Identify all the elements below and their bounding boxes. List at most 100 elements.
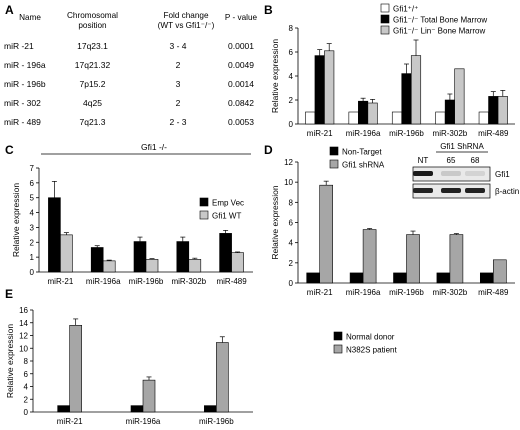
- bar-b: [348, 111, 359, 125]
- bar-e: [142, 379, 156, 413]
- blot-band-actin: [413, 188, 433, 193]
- x-tick-label-b: miR-489: [478, 129, 509, 138]
- bar-d: [492, 259, 507, 284]
- table-header-pvalue: P - value: [224, 13, 258, 22]
- y-tick-label-c: 2: [30, 238, 35, 247]
- x-tick-label-d: miR-21: [307, 288, 333, 297]
- bar-b: [391, 111, 403, 125]
- bar-c: [231, 252, 244, 273]
- y-tick-label-e: 14: [19, 319, 28, 328]
- y-tick-label-c: 0: [30, 268, 35, 277]
- bar-b: [488, 96, 499, 125]
- bar-c: [102, 260, 116, 273]
- y-tick-label-d: 4: [289, 239, 294, 248]
- table-header-name: Name: [19, 13, 41, 22]
- table-cell-position: 7p15.2: [79, 79, 106, 89]
- table-cell-name: miR - 196a: [4, 60, 46, 70]
- bar-b: [410, 55, 422, 125]
- y-tick-label-e: 6: [24, 370, 29, 379]
- y-axis-title-e: Relative expression: [5, 324, 15, 398]
- legend-label-e: N382S patient: [346, 346, 397, 355]
- x-tick-label-e: miR-196b: [199, 417, 234, 426]
- table-cell-pvalue: 0.0842: [228, 98, 254, 108]
- y-tick-label-b: 6: [289, 48, 294, 57]
- bar-b: [314, 55, 325, 125]
- y-tick-label-e: 12: [19, 332, 28, 341]
- x-tick-label-b: miR-302b: [433, 129, 468, 138]
- x-tick-label-b: miR-196b: [389, 129, 424, 138]
- y-tick-label-e: 0: [24, 408, 29, 417]
- bar-c: [145, 259, 159, 273]
- legend-swatch-b: [380, 14, 390, 24]
- bar-e: [130, 405, 144, 413]
- table-header-fold-l1: Fold change: [163, 11, 209, 20]
- table-header-position-l1: Chromosomal: [67, 11, 118, 20]
- y-axis-title-c: Relative expression: [11, 183, 21, 257]
- table-cell-fold: 2: [175, 98, 181, 108]
- legend-label-b: Gfi1⁻/⁻ Total Bone Marrow: [393, 16, 487, 25]
- table-cell-pvalue: 0.0014: [228, 79, 254, 89]
- y-tick-label-d: 12: [284, 158, 293, 167]
- x-tick-label-b: miR-196a: [346, 129, 381, 138]
- y-tick-label-e: 8: [24, 357, 29, 366]
- table-cell-fold: 2: [175, 60, 181, 70]
- bar-d: [479, 272, 494, 284]
- blot-lane-label: 68: [471, 156, 480, 165]
- x-tick-label-d: miR-196a: [346, 288, 381, 297]
- legend-label-c: Gfi1 WT: [212, 212, 241, 221]
- legend-swatch-d: [329, 146, 339, 156]
- panel-label-d: D: [264, 143, 273, 157]
- y-tick-label-c: 7: [30, 164, 35, 173]
- bar-c: [219, 233, 232, 273]
- legend-swatch-c: [199, 197, 209, 207]
- x-tick-label-d: miR-489: [478, 288, 509, 297]
- x-tick-label-c: miR-196a: [86, 277, 121, 286]
- bar-d: [436, 272, 451, 284]
- bar-c: [188, 259, 202, 273]
- table-cell-position: 17q21.32: [74, 60, 111, 70]
- x-tick-label-c: miR-489: [216, 277, 247, 286]
- bar-b: [435, 111, 446, 125]
- y-tick-label-b: 2: [289, 96, 294, 105]
- blot-band-actin: [441, 188, 461, 193]
- legend-label-c: Emp Vec: [212, 199, 244, 208]
- table-cell-name: miR - 489: [4, 117, 41, 127]
- legend-label-d: Gfi1 shRNA: [342, 161, 385, 170]
- bar-d: [393, 272, 407, 284]
- y-tick-label-d: 10: [284, 178, 293, 187]
- table-cell-name: miR -21: [4, 41, 34, 51]
- table-cell-pvalue: 0.0001: [228, 41, 254, 51]
- y-tick-label-e: 4: [24, 383, 29, 392]
- blot-band-gfi1: [413, 171, 433, 176]
- y-axis-title-b: Relative expression: [270, 39, 280, 113]
- x-tick-label-c: miR-302b: [171, 277, 206, 286]
- legend-swatch-d: [329, 159, 339, 169]
- legend-label-b: Gfi1⁻/⁻ Lin⁻ Bone Marrow: [393, 27, 485, 36]
- bar-e: [216, 342, 229, 413]
- y-tick-label-c: 3: [30, 223, 35, 232]
- table-cell-position: 7q21.3: [79, 117, 106, 127]
- y-axis-title-d: Relative expression: [270, 185, 280, 259]
- table-cell-name: miR - 302: [4, 98, 41, 108]
- table-cell-fold: 2 - 3: [169, 117, 187, 127]
- y-tick-label-b: 4: [289, 72, 294, 81]
- panel-label-e: E: [5, 287, 14, 301]
- y-tick-label-b: 8: [289, 24, 294, 33]
- legend-swatch-c: [199, 210, 209, 220]
- bar-d: [306, 272, 321, 284]
- y-tick-label-b: 0: [289, 120, 294, 129]
- x-tick-label-e: miR-21: [57, 417, 83, 426]
- legend-swatch-b: [380, 25, 390, 35]
- y-tick-label-c: 4: [30, 209, 35, 218]
- bar-b: [444, 99, 455, 125]
- bar-c: [176, 241, 190, 273]
- bar-b: [454, 68, 465, 125]
- y-tick-label-c: 6: [30, 179, 35, 188]
- y-tick-label-e: 10: [19, 344, 28, 353]
- y-tick-label-c: 5: [30, 194, 35, 203]
- bar-c: [60, 234, 73, 273]
- y-tick-label-e: 16: [19, 306, 28, 315]
- table-cell-name: miR - 196b: [4, 79, 46, 89]
- legend-swatch-e: [333, 331, 343, 341]
